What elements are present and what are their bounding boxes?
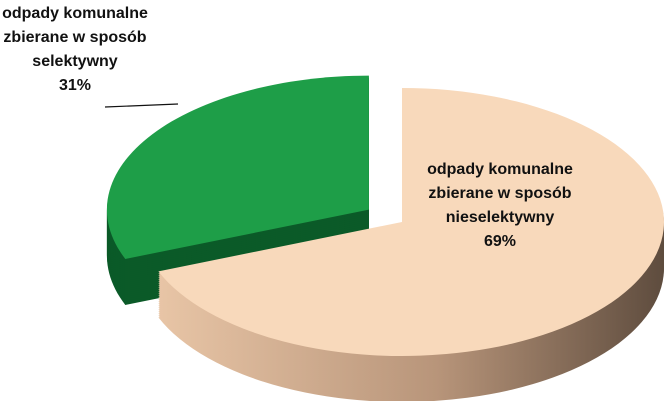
category-label: odpady komunalne zbierane w sposób niese… — [427, 161, 573, 226]
slice — [106, 75, 369, 259]
value-label: 69% — [483, 233, 517, 250]
slice-label: odpady komunalne zbierane w sposób niese… — [420, 158, 580, 254]
category-label: odpady komunalne zbierane w sposób selek… — [2, 5, 148, 70]
value-label: 31% — [58, 77, 92, 94]
slice — [158, 88, 664, 356]
slice-label: odpady komunalne zbierane w sposób selek… — [0, 2, 150, 98]
leader-line — [104, 103, 179, 108]
